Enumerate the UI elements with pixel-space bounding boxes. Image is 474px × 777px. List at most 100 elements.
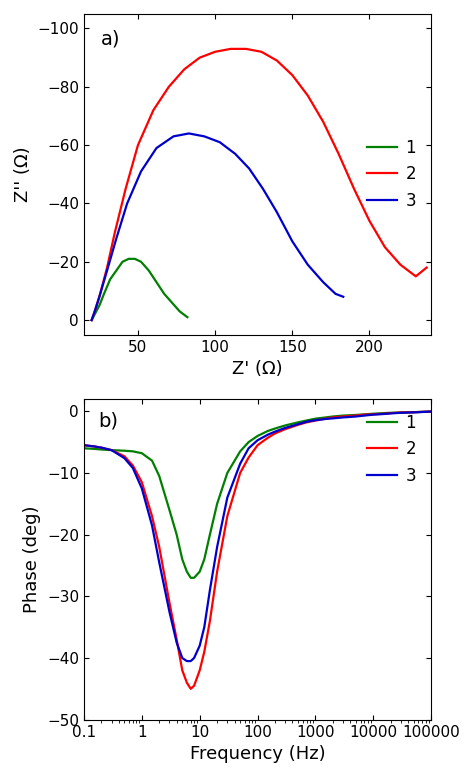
1 (138, 257, 144, 267)
3 (313, 416, 319, 425)
3 (323, 414, 328, 423)
Legend: 1, 2, 3: 1, 2, 3 (361, 132, 423, 216)
1 (180, 555, 185, 564)
3 (340, 413, 346, 422)
Legend: 1, 2, 3: 1, 2, 3 (361, 407, 423, 491)
X-axis label: Frequency (Hz): Frequency (Hz) (190, 745, 325, 763)
3 (388, 409, 393, 418)
2 (419, 407, 425, 416)
2 (182, 64, 187, 74)
1 (188, 573, 193, 583)
2 (149, 511, 155, 521)
Y-axis label: Z'' (Ω): Z'' (Ω) (14, 147, 32, 202)
3 (138, 167, 144, 176)
3 (283, 423, 288, 433)
2 (367, 216, 373, 225)
1 (107, 274, 113, 284)
2 (398, 408, 404, 417)
2 (156, 542, 162, 552)
2 (424, 263, 429, 272)
1 (304, 416, 310, 425)
3 (99, 443, 104, 452)
1 (214, 499, 220, 508)
2 (362, 410, 367, 420)
2 (225, 511, 230, 521)
3 (207, 586, 213, 595)
2 (305, 91, 310, 100)
3 (139, 484, 145, 493)
2 (336, 149, 341, 159)
1 (99, 445, 104, 455)
2 (323, 414, 328, 423)
3 (255, 436, 260, 445)
2 (290, 71, 295, 80)
1 (130, 447, 136, 456)
3 (113, 234, 119, 243)
1 (177, 307, 182, 316)
1 (81, 444, 87, 453)
3 (333, 289, 338, 298)
2 (201, 647, 207, 657)
3 (381, 409, 386, 419)
1 (154, 277, 159, 287)
1 (146, 266, 152, 275)
3 (265, 430, 271, 439)
1 (330, 412, 336, 421)
2 (184, 678, 190, 688)
2 (265, 433, 271, 442)
2 (123, 184, 128, 193)
1 (371, 409, 376, 418)
3 (124, 199, 130, 208)
3 (295, 420, 301, 429)
3 (81, 441, 87, 450)
2 (353, 411, 359, 420)
1 (101, 289, 107, 298)
1 (169, 298, 175, 307)
3 (201, 622, 207, 632)
1 (295, 418, 301, 427)
1 (89, 315, 94, 325)
2 (313, 416, 319, 425)
2 (283, 424, 288, 434)
3 (149, 521, 155, 530)
Line: 1: 1 (91, 259, 187, 320)
1 (121, 446, 127, 455)
2 (130, 461, 136, 470)
2 (121, 451, 127, 461)
2 (274, 56, 280, 65)
3 (191, 653, 197, 663)
1 (255, 431, 260, 441)
3 (91, 442, 97, 451)
3 (428, 407, 434, 416)
3 (330, 413, 336, 423)
2 (92, 307, 98, 316)
1 (139, 448, 145, 458)
3 (109, 445, 114, 455)
3 (305, 260, 310, 270)
1 (174, 530, 180, 539)
2 (207, 616, 213, 625)
1 (398, 408, 404, 417)
2 (304, 418, 310, 427)
1 (161, 289, 167, 298)
3 (304, 417, 310, 427)
3 (166, 607, 172, 616)
2 (91, 442, 97, 451)
X-axis label: Z' (Ω): Z' (Ω) (232, 360, 283, 378)
1 (191, 573, 197, 583)
2 (371, 409, 376, 419)
1 (97, 301, 102, 310)
Line: 3: 3 (84, 412, 431, 661)
3 (121, 454, 127, 463)
1 (207, 530, 213, 539)
1 (132, 254, 138, 263)
3 (130, 463, 136, 472)
2 (197, 53, 202, 62)
3 (246, 164, 252, 173)
1 (184, 312, 190, 322)
1 (428, 407, 434, 416)
1 (166, 505, 172, 514)
3 (237, 459, 243, 469)
1 (92, 309, 98, 319)
2 (411, 407, 417, 416)
